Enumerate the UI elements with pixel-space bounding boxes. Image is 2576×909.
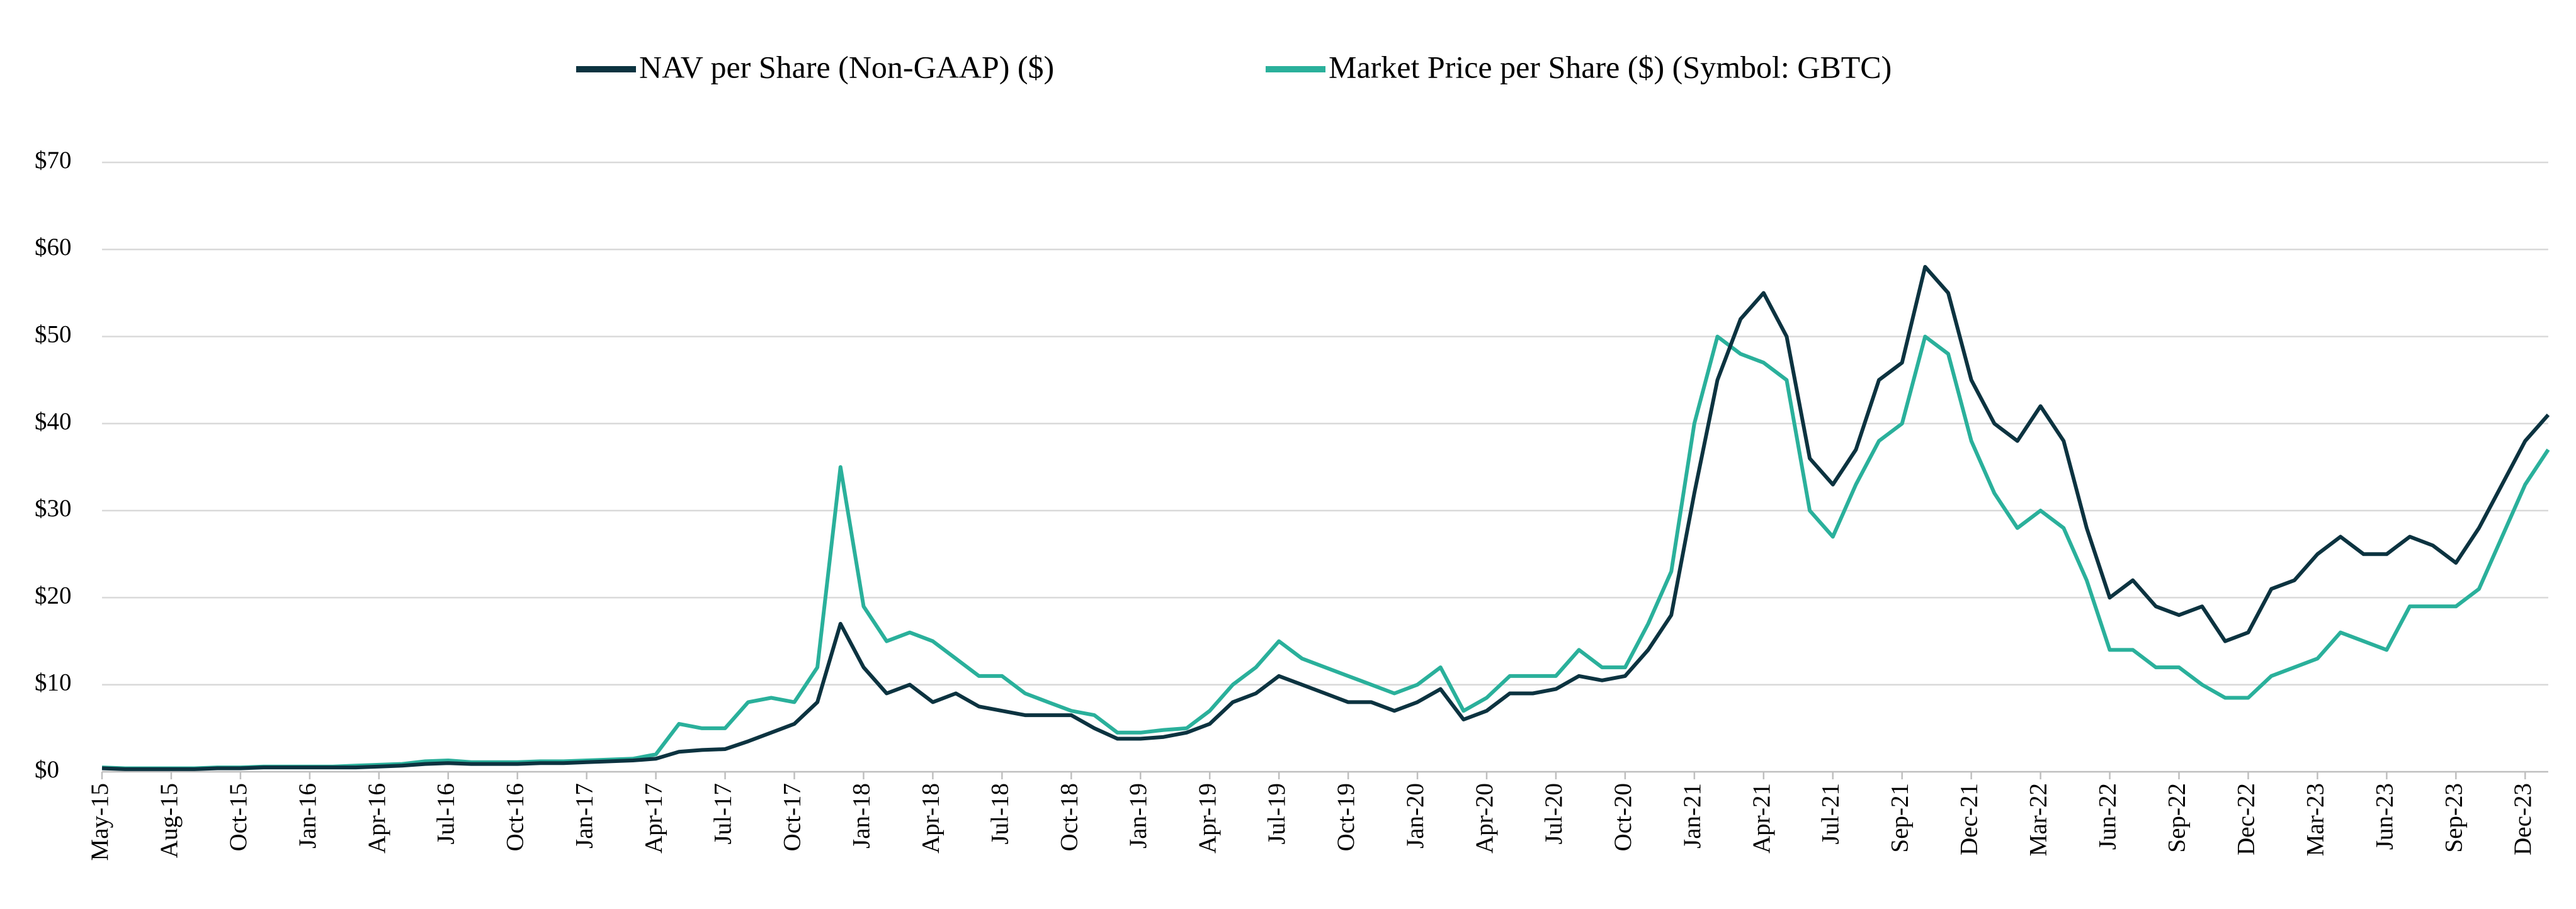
y-tick-label: $20 bbox=[35, 582, 72, 609]
x-tick-label: Jun-23 bbox=[2371, 783, 2398, 850]
x-tick-label: Jul-16 bbox=[433, 783, 460, 845]
x-tick-label: Jan-18 bbox=[848, 783, 875, 849]
x-tick-label: Jan-20 bbox=[1402, 783, 1429, 849]
x-tick-label: Sep-23 bbox=[2440, 783, 2467, 853]
x-tick-label: Jul-20 bbox=[1540, 783, 1567, 845]
x-tick-label: Jan-17 bbox=[571, 783, 598, 849]
x-tick-label: Oct-17 bbox=[778, 783, 805, 851]
x-tick-label: Oct-16 bbox=[502, 783, 529, 851]
x-tick-label: Sep-21 bbox=[1887, 783, 1914, 853]
x-tick-label: Dec-23 bbox=[2509, 783, 2536, 855]
x-tick-label: Apr-17 bbox=[640, 783, 667, 854]
x-tick-label: Oct-19 bbox=[1332, 783, 1359, 851]
y-tick-label: $60 bbox=[35, 234, 72, 261]
x-tick-label: Oct-20 bbox=[1609, 783, 1637, 851]
y-tick-label: $70 bbox=[35, 147, 72, 174]
x-tick-label: Jan-21 bbox=[1679, 783, 1706, 849]
x-tick-label: Jan-19 bbox=[1125, 783, 1152, 849]
x-tick-label: Dec-21 bbox=[1956, 783, 1983, 855]
x-tick-label: Dec-22 bbox=[2232, 783, 2259, 855]
y-tick-label: $10 bbox=[35, 669, 72, 696]
x-tick-label: Apr-21 bbox=[1748, 783, 1775, 854]
legend-label: NAV per Share (Non-GAAP) ($) bbox=[639, 49, 1054, 84]
x-tick-label: Apr-19 bbox=[1194, 783, 1221, 854]
series-line bbox=[101, 264, 2550, 771]
x-tick-label: Jul-18 bbox=[986, 783, 1013, 845]
series-line bbox=[101, 334, 2550, 771]
x-tick-label: Oct-15 bbox=[225, 783, 252, 851]
x-tick-label: Apr-16 bbox=[363, 783, 390, 854]
x-tick-label: Jul-19 bbox=[1263, 783, 1290, 845]
x-tick-label: Oct-18 bbox=[1055, 783, 1082, 851]
x-tick-label: Apr-20 bbox=[1471, 783, 1498, 854]
x-tick-label: Mar-22 bbox=[2025, 783, 2052, 856]
x-tick-label: Mar-23 bbox=[2301, 783, 2329, 856]
y-tick-label: $30 bbox=[35, 495, 72, 522]
y-tick-label: $50 bbox=[35, 321, 72, 348]
y-tick-label: $40 bbox=[35, 408, 72, 435]
x-tick-label: Jun-22 bbox=[2094, 783, 2121, 850]
x-tick-label: Jul-21 bbox=[1817, 783, 1844, 845]
x-tick-label: Jul-17 bbox=[710, 783, 737, 845]
x-tick-label: Sep-22 bbox=[2163, 783, 2190, 853]
legend-label: Market Price per Share ($) (Symbol: GBTC… bbox=[1329, 49, 1892, 84]
x-tick-label: Jan-16 bbox=[294, 783, 321, 849]
x-tick-label: Apr-18 bbox=[917, 783, 944, 854]
x-tick-label: May-15 bbox=[86, 783, 113, 861]
y-tick-label: $0 bbox=[35, 756, 59, 783]
x-tick-label: Aug-15 bbox=[156, 783, 183, 858]
